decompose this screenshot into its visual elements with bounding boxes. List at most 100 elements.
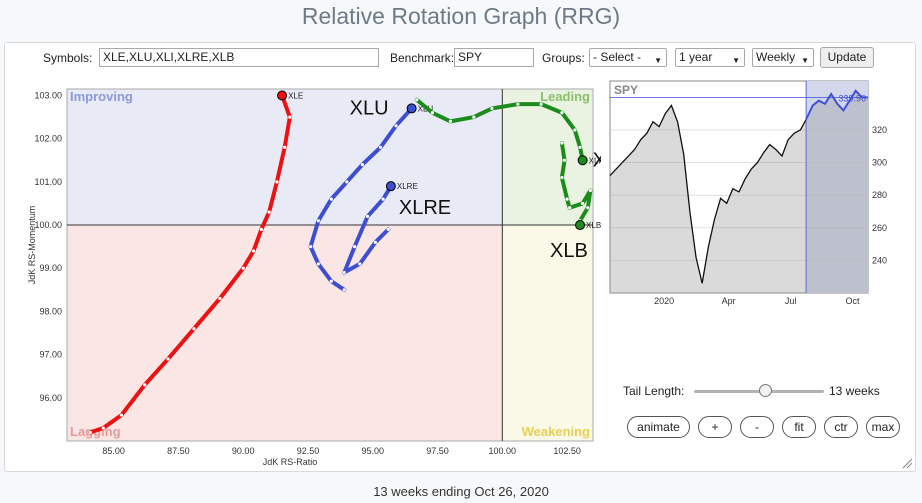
tail-point	[192, 327, 196, 331]
tail-point	[378, 145, 383, 149]
tail-point	[308, 245, 313, 249]
tail-point	[241, 266, 245, 270]
mini-y-tick: 280	[872, 190, 887, 200]
chevron-down-icon: ▼	[732, 56, 740, 65]
benchmark-input[interactable]: SPY	[454, 48, 534, 67]
improving-label: Improving	[70, 89, 133, 104]
tail-point	[267, 210, 271, 214]
tail-point	[358, 262, 362, 266]
mini-chart-title: SPY	[614, 83, 638, 97]
resize-handle-icon[interactable]	[901, 457, 913, 469]
period-select-value: 1 year	[679, 50, 713, 64]
tail-point	[345, 180, 349, 184]
tail-length-value: 13 weeks	[829, 384, 880, 398]
tail-point	[573, 128, 577, 132]
tail-point	[259, 227, 263, 231]
tail-point	[329, 279, 333, 283]
y-tick-label: 99.00	[39, 263, 62, 273]
page-title: Relative Rotation Graph (RRG)	[301, 3, 621, 29]
small-label-xle: XLE	[288, 91, 303, 100]
tail-point	[373, 240, 377, 244]
zoom-out-button[interactable]: -	[740, 416, 774, 438]
tail-point	[562, 158, 567, 162]
tail-point	[490, 106, 494, 111]
y-tick-label: 100.00	[34, 220, 62, 230]
y-tick-label: 103.00	[34, 90, 62, 100]
y-tick-label: 101.00	[34, 177, 62, 187]
big-label-xlb: XLB	[550, 240, 588, 262]
tail-point	[516, 102, 520, 106]
groups-label: Groups:	[542, 51, 585, 65]
mini-x-tick: Apr	[722, 296, 736, 306]
zoom-in-button[interactable]: +	[698, 416, 732, 438]
head-xlu	[406, 103, 417, 114]
big-label-xlu: XLU	[350, 97, 389, 119]
tail-point	[588, 188, 593, 193]
tail-point	[119, 413, 124, 417]
mini-last-price-label: 339.96	[838, 93, 866, 103]
mini-price-line	[609, 104, 808, 284]
y-tick-label: 97.00	[39, 350, 62, 360]
tail-point	[342, 288, 346, 292]
tail-point	[283, 145, 287, 149]
tail-point	[560, 175, 564, 180]
y-tick-label: 102.00	[34, 134, 62, 144]
tail-point	[365, 214, 370, 219]
mini-y-tick: 240	[872, 255, 887, 265]
tail-point	[386, 227, 390, 231]
mini-y-tick: 300	[872, 158, 887, 168]
max-button[interactable]: max	[866, 416, 900, 438]
slider-thumb[interactable]	[758, 384, 772, 397]
weakening-quadrant	[502, 225, 593, 441]
tail-point	[88, 430, 92, 434]
leading-label: Leading	[540, 89, 590, 104]
lagging-quadrant	[67, 225, 503, 441]
rrg-panel: Symbols: XLE,XLU,XLI,XLRE,XLB Benchmark:…	[4, 42, 916, 472]
small-label-xlre: XLRE	[397, 182, 418, 191]
head-xli	[577, 155, 588, 166]
footer-caption: 13 weeks ending Oct 26, 2020	[373, 484, 549, 499]
big-label-xli: XLI	[593, 149, 601, 171]
tail-point	[101, 426, 105, 430]
tail-point	[316, 219, 320, 223]
update-button[interactable]: Update	[820, 47, 874, 68]
symbols-input[interactable]: XLE,XLU,XLI,XLRE,XLB	[99, 48, 379, 67]
tail-point	[316, 262, 320, 266]
tail-xlre	[342, 184, 393, 275]
x-tick-label: 95.00	[361, 446, 384, 456]
tail-point	[539, 102, 543, 106]
mini-price-line-selected	[805, 89, 869, 119]
fit-button[interactable]: fit	[782, 416, 816, 438]
tail-point	[353, 245, 357, 249]
big-label-xlre: XLRE	[399, 197, 451, 219]
y-tick-label: 98.00	[39, 306, 62, 316]
animate-button[interactable]: animate	[627, 416, 690, 438]
tail-point	[565, 197, 569, 201]
tail-point	[143, 383, 147, 387]
x-tick-label: 90.00	[232, 446, 255, 456]
groups-select[interactable]: - Select - ▼	[589, 48, 667, 67]
tail-point	[288, 115, 292, 119]
x-tick-label: 92.50	[297, 446, 320, 456]
frequency-select[interactable]: Weekly ▼	[752, 48, 814, 67]
center-button[interactable]: ctr	[824, 416, 858, 438]
tail-point	[560, 111, 564, 115]
tail-point	[394, 124, 398, 128]
tail-point	[472, 115, 476, 119]
tail-point	[381, 197, 385, 201]
mini-x-tick: 2020	[654, 296, 674, 306]
tail-point	[218, 296, 222, 301]
leading-quadrant	[502, 89, 593, 226]
y-axis-label: JdK RS-Momentum	[27, 206, 37, 285]
tail-point	[275, 180, 279, 184]
tail-point	[448, 119, 453, 123]
weakening-label: Weakening	[522, 424, 590, 439]
period-select[interactable]: 1 year ▼	[675, 48, 745, 67]
small-label-xli: XLI	[589, 156, 601, 165]
head-xlb	[575, 220, 586, 231]
x-axis-label: JdK RS-Ratio	[263, 457, 318, 467]
tail-point	[578, 145, 582, 149]
tail-length-slider[interactable]	[694, 384, 824, 397]
mini-y-tick: 320	[872, 125, 887, 135]
